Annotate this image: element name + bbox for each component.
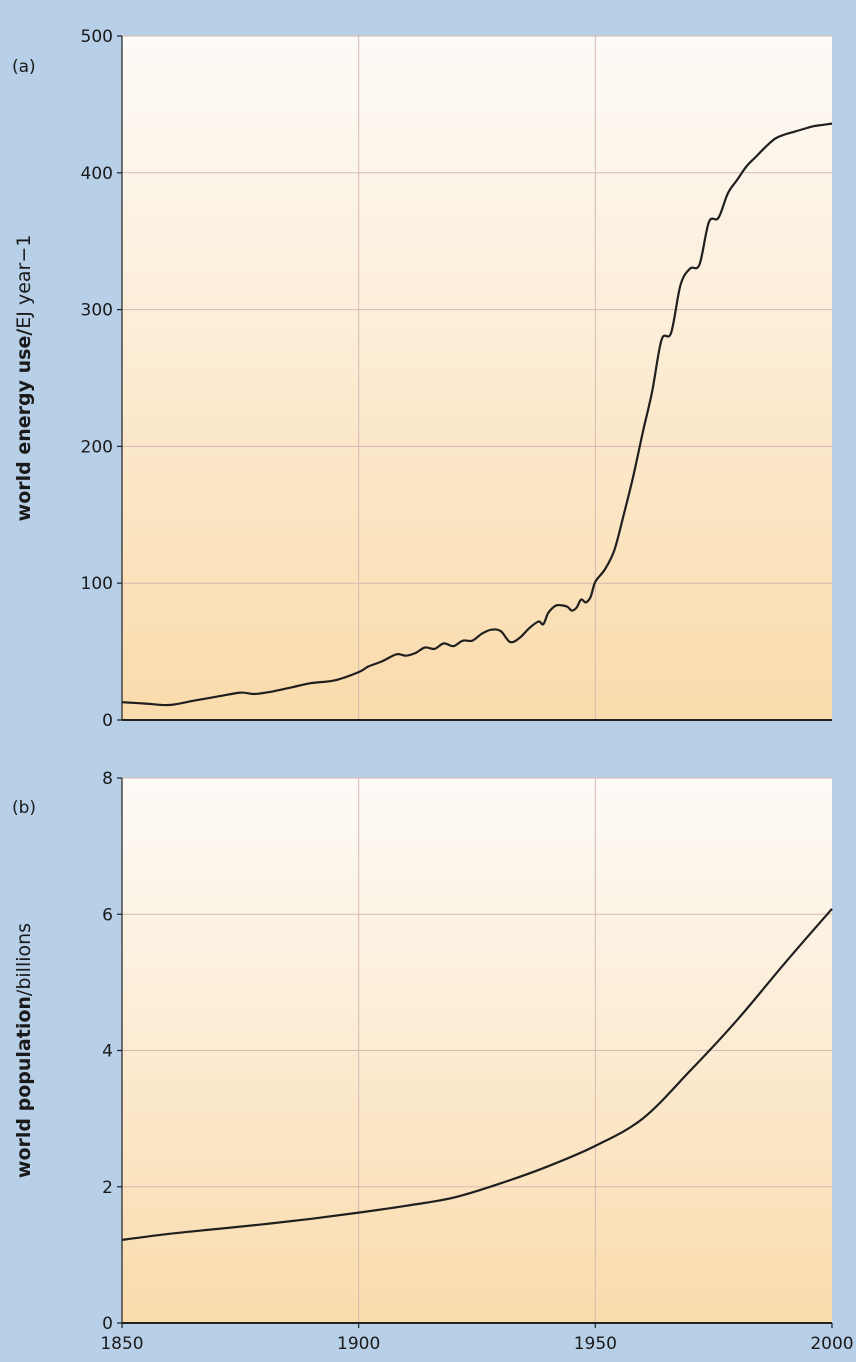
y-tick-label: 200	[81, 437, 113, 457]
y-tick-label: 0	[102, 711, 113, 731]
y-tick-label: 6	[102, 905, 113, 925]
y-tick-label: 8	[102, 769, 113, 789]
series-line	[121, 908, 833, 1241]
y-tick-label: 2	[102, 1178, 113, 1198]
y-tick-label: 100	[81, 574, 113, 594]
y-axis-label: world energy use/EJ year−1	[13, 235, 35, 522]
x-tick-label: 1850	[100, 1334, 143, 1354]
panel-label: (b)	[12, 798, 36, 818]
y-tick-label: 4	[102, 1042, 113, 1062]
x-tick-label: 1900	[337, 1334, 380, 1354]
y-axis-label: world population/billions	[13, 923, 35, 1178]
y-tick-label: 0	[102, 1314, 113, 1334]
series-line	[121, 122, 833, 707]
panel-label: (a)	[12, 57, 36, 77]
x-tick-label: 1950	[574, 1334, 617, 1354]
y-tick-label: 300	[81, 301, 113, 321]
x-tick-label: 2000	[810, 1334, 853, 1354]
plot-area	[122, 36, 832, 720]
panel-world-population: 0 2 4 6 8 1850 1900 1950 2000 (b) world population…	[12, 769, 854, 1354]
panel-energy-use: 0 100 200 300 400 500 (a) world energy use/EJ y…	[12, 27, 833, 731]
y-tick-label: 500	[81, 27, 113, 47]
y-tick-label: 400	[81, 164, 113, 184]
